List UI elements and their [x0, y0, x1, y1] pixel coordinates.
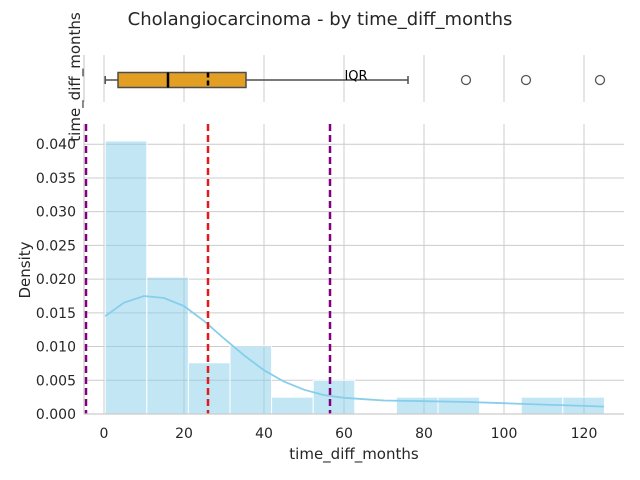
x-tick-label: 40 [255, 426, 273, 442]
histogram-bar [271, 396, 314, 415]
outlier-point [460, 74, 472, 86]
kde-curve-group [104, 295, 605, 408]
y-tick-label: 0.015 [36, 306, 76, 322]
y-axis-label: Density [16, 241, 34, 298]
x-tick-label: 0 [100, 426, 109, 442]
outlier-point [520, 74, 532, 86]
outlier-point [594, 74, 606, 86]
y-tick-label: 0.020 [36, 272, 76, 288]
histogram-bar [229, 345, 273, 415]
x-tick-labels: 0 20 40 60 80 100 120 [100, 426, 598, 442]
histogram-bar [104, 140, 148, 415]
boxplot-marks [104, 71, 606, 89]
x-tick-label: 100 [491, 426, 518, 442]
y-tick-label: 0.035 [36, 171, 76, 187]
y-tick-label: 0.030 [36, 205, 76, 221]
y-tick-label: 0.040 [36, 137, 76, 153]
histogram-bars [104, 140, 605, 415]
reference-lines [84, 124, 332, 414]
x-axis-label: time_diff_months [289, 445, 419, 464]
x-tick-label: 80 [415, 426, 433, 442]
boxplot-y-label: time_diff_months [66, 12, 85, 142]
histogram-bar [395, 396, 439, 415]
y-tick-label: 0.025 [36, 238, 76, 254]
chart-title: Cholangiocarcinoma - by time_diff_months [128, 9, 513, 30]
histogram-bar [437, 396, 481, 415]
kde-curve [104, 295, 605, 408]
y-tick-labels: 0.000 0.005 0.010 0.015 0.020 0.025 0.030 0.035… [36, 137, 76, 423]
iqr-box [117, 71, 247, 89]
y-tick-label: 0.010 [36, 340, 76, 356]
iqr-annotation: IQR [344, 69, 367, 84]
y-tick-label: 0.005 [36, 373, 76, 389]
boxplot-gridlines [103, 55, 585, 102]
histogram-panel: 0 20 40 60 80 100 120 0.000 0.005 0.010 0.015 0.02… [16, 124, 624, 464]
x-tick-label: 60 [335, 426, 353, 442]
x-tick-label: 120 [571, 426, 598, 442]
boxplot-panel: time_diff_months IQR [66, 12, 606, 142]
y-tick-label: 0.000 [36, 407, 76, 423]
x-tick-label: 20 [175, 426, 193, 442]
